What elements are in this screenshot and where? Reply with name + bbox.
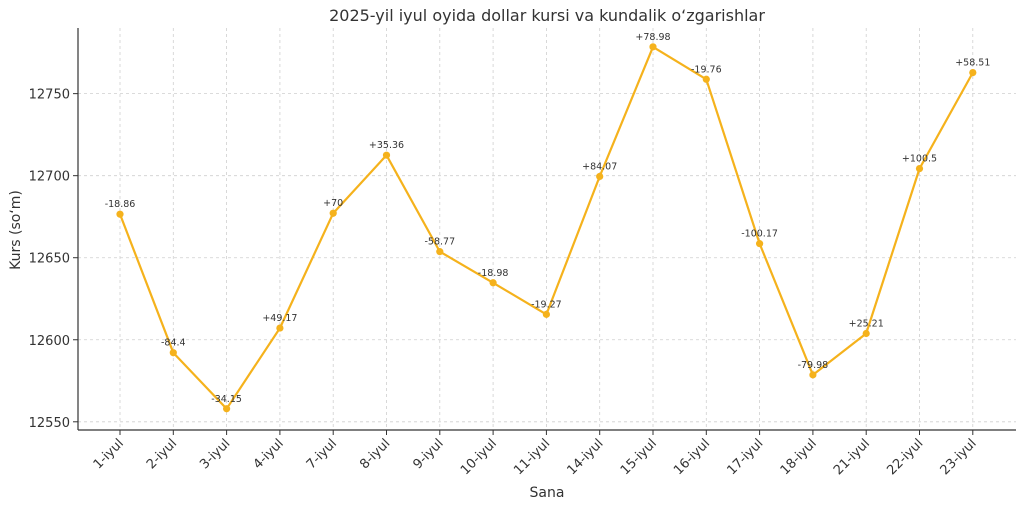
data-point xyxy=(116,210,124,218)
x-tick-label: 17-iyul xyxy=(724,436,766,478)
x-tick-label: 10-iyul xyxy=(458,436,500,478)
x-tick-label: 2-iyul xyxy=(144,436,180,472)
data-point xyxy=(915,165,924,173)
data-label: -19.76 xyxy=(691,64,722,75)
x-tick-label: 18-iyul xyxy=(778,436,820,478)
data-point xyxy=(169,349,177,357)
data-label: +49.17 xyxy=(262,313,297,324)
x-tick-label: 23-iyul xyxy=(938,436,980,478)
data-point xyxy=(329,209,337,217)
data-point xyxy=(542,310,551,318)
x-tick-label: 4-iyul xyxy=(251,436,287,472)
data-label: -34.15 xyxy=(211,394,242,405)
data-label: -18.86 xyxy=(105,199,136,210)
y-axis-label: Kurs (so‘m) xyxy=(8,190,24,270)
data-point xyxy=(276,324,284,332)
y-tick-label: 12600 xyxy=(29,334,70,349)
x-tick-label: 22-iyul xyxy=(884,436,926,478)
x-tick-label: 21-iyul xyxy=(831,436,873,478)
y-tick-label: 12650 xyxy=(29,252,70,267)
x-tick-label: 1-iyul xyxy=(91,436,127,472)
x-tick-label: 7-iyul xyxy=(304,436,340,472)
x-tick-label: 16-iyul xyxy=(671,436,713,478)
y-tick-label: 12550 xyxy=(29,416,70,431)
axes: 12550 12600 12650 12700 12750 1-iyul 2-iyul 3-i… xyxy=(29,28,1016,478)
data-label: +100.5 xyxy=(902,154,937,165)
data-point xyxy=(862,329,870,338)
x-tick-label: 9-iyul xyxy=(410,436,446,472)
data-label: +78.98 xyxy=(635,32,670,43)
data-point xyxy=(969,68,977,77)
x-tick-label: 8-iyul xyxy=(357,436,393,472)
data-point xyxy=(809,371,817,379)
data-label: -79.98 xyxy=(798,360,829,371)
y-tick-label: 12750 xyxy=(29,88,70,103)
data-point xyxy=(649,43,657,51)
grid xyxy=(78,28,1016,430)
x-tick-label: 15-iyul xyxy=(618,436,660,478)
data-point xyxy=(223,405,231,413)
data-labels: -18.86 -84.4 -34.15 +49.17 +70 +35.36 -58.77 -1… xyxy=(105,32,991,405)
data-label: +25.21 xyxy=(849,319,884,330)
x-axis-label: Sana xyxy=(530,485,565,501)
y-tick-label: 12700 xyxy=(29,170,70,185)
data-point xyxy=(702,75,710,83)
data-label: +84.07 xyxy=(582,161,617,172)
data-point xyxy=(596,172,604,181)
x-tick-label: 14-iyul xyxy=(565,436,607,478)
x-tick-label: 3-iyul xyxy=(197,436,233,472)
data-point xyxy=(489,279,497,287)
data-label: -84.4 xyxy=(161,338,186,349)
x-tick-label: 11-iyul xyxy=(511,436,553,478)
data-point xyxy=(756,240,764,248)
data-point xyxy=(436,248,444,256)
chart-title: 2025-yil iyul oyida dollar kursi va kund… xyxy=(329,6,765,25)
data-label: +35.36 xyxy=(369,140,404,151)
data-label: +58.51 xyxy=(955,58,990,69)
data-label: -100.17 xyxy=(741,229,778,240)
data-label: -19.27 xyxy=(531,299,562,310)
series-usd-rate xyxy=(116,43,977,413)
data-label: -18.98 xyxy=(478,268,509,279)
data-label: -58.77 xyxy=(424,237,455,248)
data-label: +70 xyxy=(323,198,343,209)
data-point xyxy=(382,151,391,159)
